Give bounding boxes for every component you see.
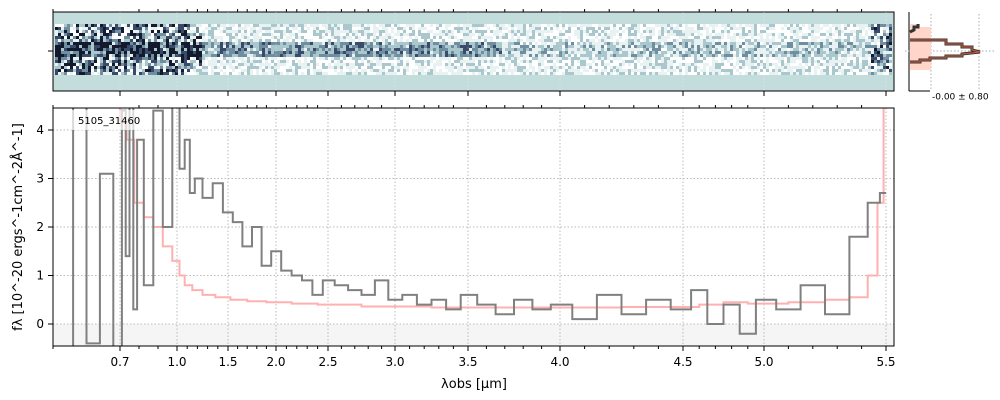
x-tick-label: 0.7 (110, 355, 129, 369)
x-tick-label: 5.0 (754, 355, 773, 369)
x-tick-label: 3.0 (385, 355, 404, 369)
x-tick-label: 1.0 (167, 355, 186, 369)
profile-inset: -0.00 ± 0.80 (905, 12, 995, 103)
x-tick-label: 5.5 (876, 355, 895, 369)
y-axis-label: fλ [10^-20 ergs^-1cm^-2Å^-1] (10, 123, 26, 331)
inset-label: -0.00 ± 0.80 (932, 93, 989, 103)
main-plot: 5105_31460 0.7 1.0 1.5 2.0 2.5 3.0 3.5 4.0 4.5 5.… (10, 9, 896, 392)
y-tick-label: 3 (36, 172, 44, 186)
y-tick-label: 0 (36, 317, 44, 331)
x-tick-label: 1.5 (218, 355, 237, 369)
x-tick-label: 4.0 (550, 355, 569, 369)
series-flux-line (72, 108, 886, 346)
object-label: 5105_31460 (78, 116, 140, 127)
x-tick-label: 3.5 (458, 355, 477, 369)
2d-spectrum-panel (52, 11, 895, 92)
x-axis-label: λobs [µm] (441, 377, 507, 392)
y-tick-label: 2 (36, 220, 44, 234)
x-tick-label: 4.5 (673, 355, 692, 369)
x-tick-label: 2.5 (318, 355, 337, 369)
y-tick-label: 1 (36, 269, 44, 283)
x-tick-label: 2.0 (266, 355, 285, 369)
y-tick-label: 4 (36, 123, 44, 137)
